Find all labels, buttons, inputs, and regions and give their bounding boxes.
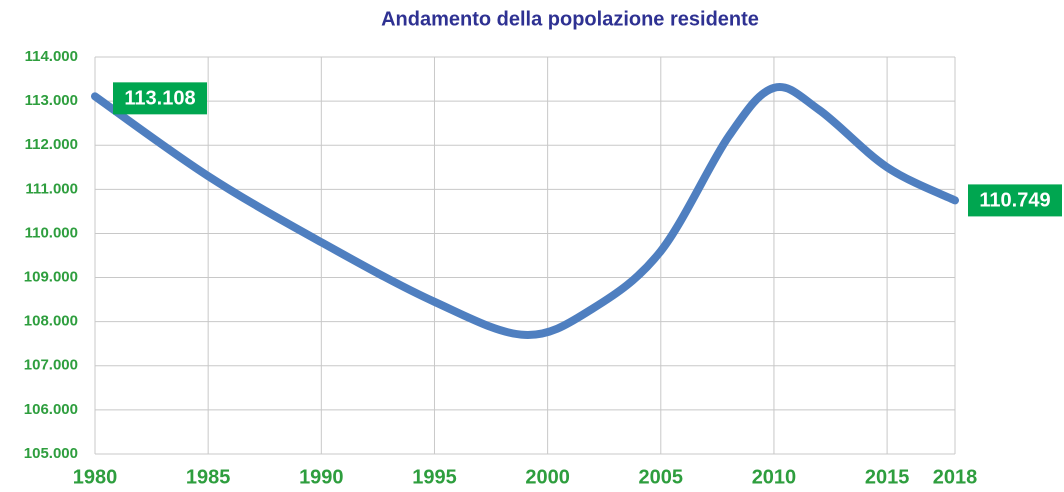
data-label: 110.749 — [979, 190, 1050, 212]
x-tick-label: 2018 — [933, 466, 978, 488]
y-tick-label: 114.000 — [25, 48, 78, 65]
y-tick-label: 107.000 — [24, 357, 78, 374]
y-tick-label: 113.000 — [25, 92, 78, 109]
chart-title: Andamento della popolazione residente — [381, 8, 759, 30]
x-tick-label: 1985 — [186, 466, 231, 488]
data-label-box — [113, 82, 207, 115]
x-tick-label: 1995 — [412, 466, 457, 488]
y-tick-label: 108.000 — [24, 313, 78, 330]
data-label-box — [968, 184, 1062, 217]
x-tick-label: 2000 — [525, 466, 570, 488]
x-tick-label: 2010 — [752, 466, 797, 488]
y-tick-label: 105.000 — [24, 445, 78, 462]
y-tick-label: 106.000 — [24, 401, 78, 418]
y-tick-label: 109.000 — [24, 269, 78, 286]
y-tick-label: 110.000 — [25, 224, 78, 241]
data-label: 113.108 — [124, 88, 195, 110]
y-tick-label: 111.000 — [25, 180, 78, 197]
x-tick-label: 1990 — [299, 466, 344, 488]
y-tick-label: 112.000 — [25, 136, 78, 153]
x-tick-label: 2015 — [865, 466, 910, 488]
x-tick-label: 1980 — [73, 466, 118, 488]
data-line — [91, 83, 959, 339]
x-tick-label: 2005 — [639, 466, 684, 488]
